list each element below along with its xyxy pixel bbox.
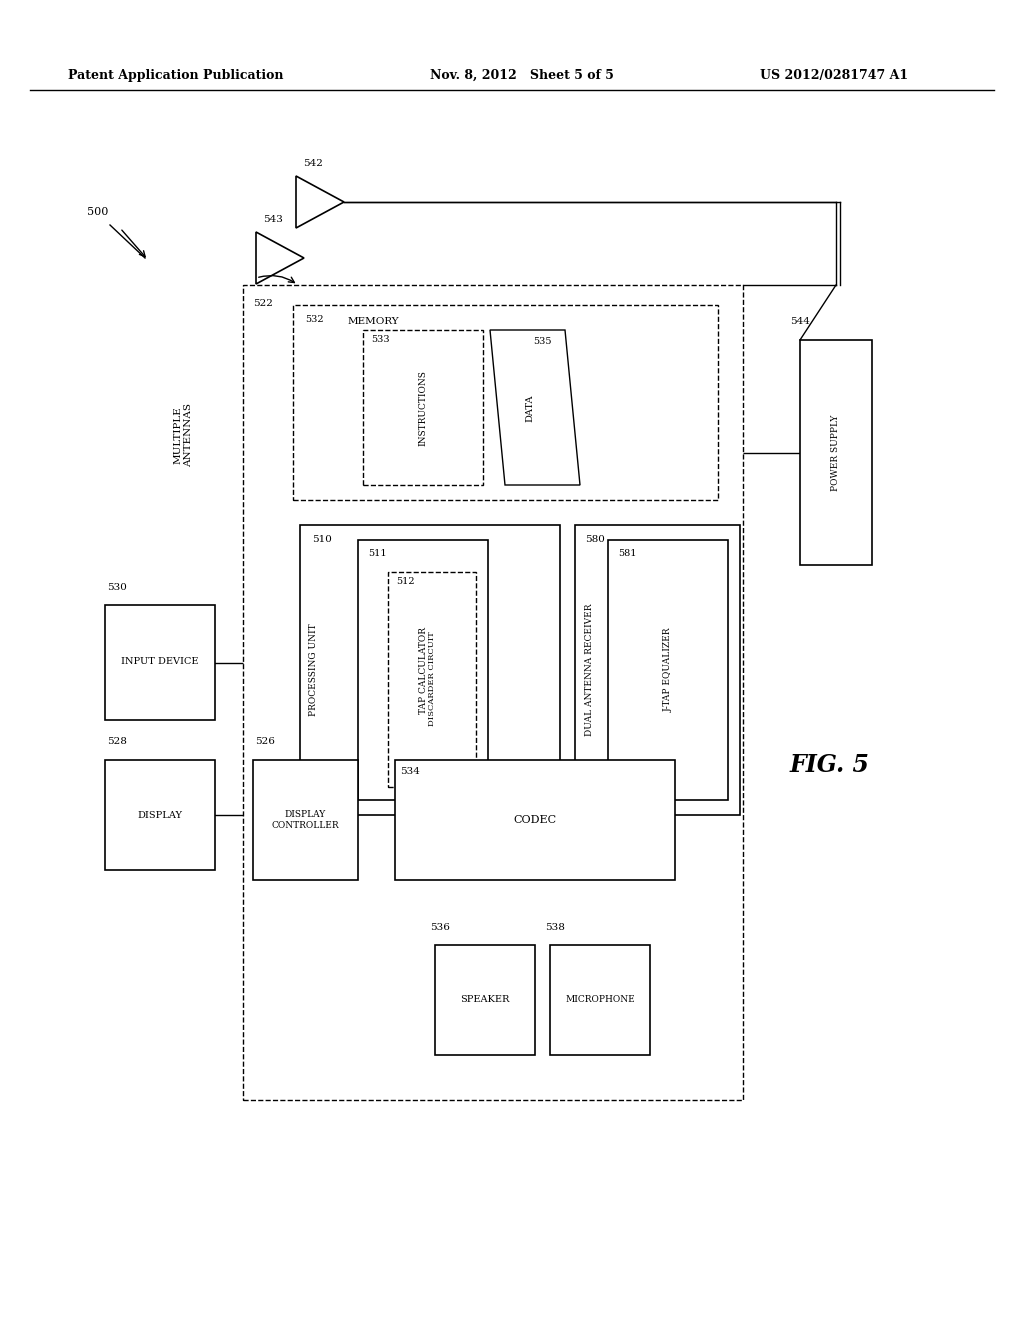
Text: 511: 511 bbox=[368, 549, 387, 557]
Text: INSTRUCTIONS: INSTRUCTIONS bbox=[419, 370, 427, 446]
Text: 543: 543 bbox=[263, 215, 283, 224]
Bar bbox=[395, 760, 675, 880]
Text: J-TAP EQUALIZER: J-TAP EQUALIZER bbox=[664, 628, 673, 713]
Text: 538: 538 bbox=[545, 923, 565, 932]
Text: Patent Application Publication: Patent Application Publication bbox=[68, 69, 284, 82]
Text: POWER SUPPLY: POWER SUPPLY bbox=[831, 414, 841, 491]
Text: DISPLAY: DISPLAY bbox=[137, 810, 182, 820]
Text: 500: 500 bbox=[87, 207, 109, 216]
Text: 580: 580 bbox=[585, 535, 605, 544]
Text: 535: 535 bbox=[534, 338, 552, 346]
Bar bbox=[358, 540, 488, 800]
Text: SPEAKER: SPEAKER bbox=[461, 995, 510, 1005]
Text: 526: 526 bbox=[255, 738, 274, 747]
Text: MULTIPLE
ANTENNAS: MULTIPLE ANTENNAS bbox=[173, 403, 193, 467]
Text: 581: 581 bbox=[618, 549, 637, 557]
Text: FIG. 5: FIG. 5 bbox=[790, 752, 870, 777]
Text: INPUT DEVICE: INPUT DEVICE bbox=[121, 657, 199, 667]
Bar bbox=[253, 760, 358, 880]
Text: Nov. 8, 2012   Sheet 5 of 5: Nov. 8, 2012 Sheet 5 of 5 bbox=[430, 69, 613, 82]
Bar bbox=[105, 760, 215, 870]
Text: 536: 536 bbox=[430, 923, 450, 932]
Bar bbox=[435, 945, 535, 1055]
Text: 534: 534 bbox=[400, 767, 420, 776]
Text: TAP CALCULATOR: TAP CALCULATOR bbox=[419, 627, 427, 714]
Bar bbox=[608, 540, 728, 800]
Bar bbox=[243, 285, 743, 1100]
Text: 530: 530 bbox=[106, 582, 127, 591]
Text: PROCESSING UNIT: PROCESSING UNIT bbox=[309, 623, 318, 717]
Text: 512: 512 bbox=[396, 578, 415, 586]
Text: 528: 528 bbox=[106, 738, 127, 747]
Bar bbox=[800, 341, 872, 565]
Bar bbox=[300, 525, 560, 814]
Bar bbox=[550, 945, 650, 1055]
Bar bbox=[362, 330, 483, 484]
Text: 542: 542 bbox=[303, 160, 323, 169]
Bar bbox=[575, 525, 740, 814]
Text: DUAL ANTENNA RECEIVER: DUAL ANTENNA RECEIVER bbox=[585, 603, 594, 737]
Text: MICROPHONE: MICROPHONE bbox=[565, 995, 635, 1005]
Text: 532: 532 bbox=[305, 314, 324, 323]
Text: MEMORY: MEMORY bbox=[348, 317, 399, 326]
Text: 522: 522 bbox=[253, 298, 272, 308]
Text: DATA: DATA bbox=[525, 395, 535, 422]
Text: 544: 544 bbox=[790, 318, 810, 326]
Text: CODEC: CODEC bbox=[513, 814, 557, 825]
Text: 533: 533 bbox=[371, 335, 389, 345]
Text: DISCARDER CIRCUIT: DISCARDER CIRCUIT bbox=[428, 632, 436, 726]
Bar bbox=[105, 605, 215, 719]
Bar bbox=[388, 572, 476, 787]
Text: DISPLAY
CONTROLLER: DISPLAY CONTROLLER bbox=[271, 810, 339, 830]
Text: US 2012/0281747 A1: US 2012/0281747 A1 bbox=[760, 69, 908, 82]
Text: 510: 510 bbox=[312, 535, 332, 544]
Bar bbox=[293, 305, 718, 500]
